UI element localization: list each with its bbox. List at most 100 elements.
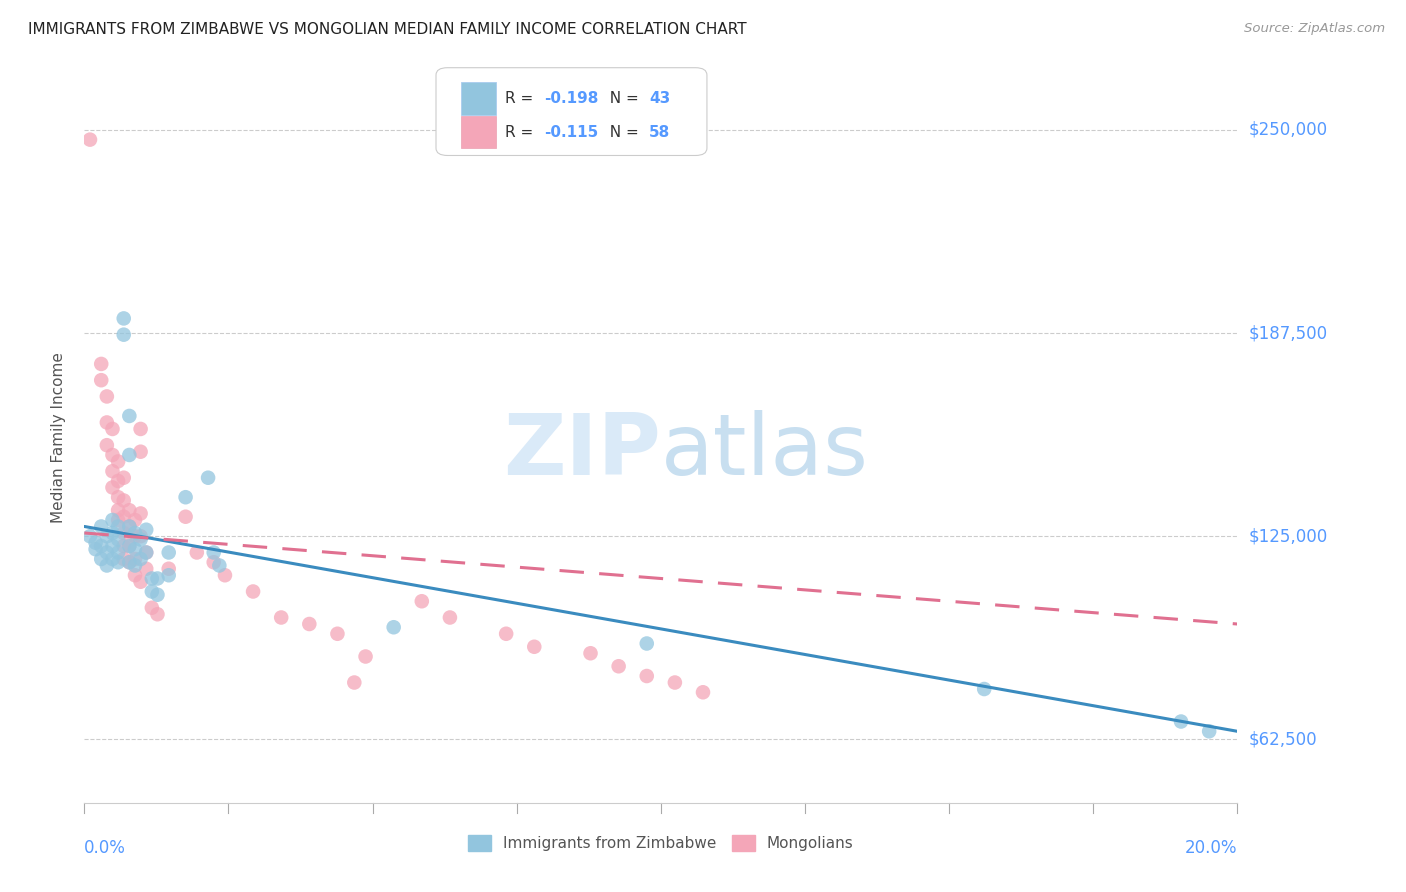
Point [607,659,630,673]
Point [107,519,129,533]
Point [90,519,112,533]
Point [973,681,995,696]
Point [107,545,129,559]
Point [664,675,686,690]
Point [107,513,129,527]
Point [174,490,197,504]
FancyBboxPatch shape [436,68,707,155]
Point [214,568,236,582]
Point [112,552,135,566]
Point [101,480,124,494]
Point [692,685,714,699]
FancyBboxPatch shape [461,116,496,148]
Text: ZIP: ZIP [503,410,661,493]
Point [101,552,124,566]
Point [79,529,101,543]
Point [146,607,169,622]
Point [124,513,146,527]
Point [202,555,225,569]
Point [579,646,602,660]
Point [84,535,107,549]
Point [124,542,146,557]
Y-axis label: Median Family Income: Median Family Income [51,351,66,523]
Point [129,552,152,566]
Point [90,552,112,566]
Point [124,558,146,573]
Point [495,626,517,640]
Point [523,640,546,654]
Text: 58: 58 [650,125,671,139]
Point [129,529,152,543]
Text: N =: N = [600,125,644,139]
Point [118,519,141,533]
Point [208,558,231,573]
Point [411,594,433,608]
Point [135,562,157,576]
Point [174,509,197,524]
Point [135,523,157,537]
Point [1170,714,1192,729]
Point [112,526,135,541]
Point [101,464,124,478]
Point [96,529,118,543]
Point [157,568,180,582]
Point [129,422,152,436]
Point [129,574,152,589]
Point [107,533,129,547]
Point [90,373,112,387]
Point [129,507,152,521]
Point [101,526,124,541]
Text: IMMIGRANTS FROM ZIMBABWE VS MONGOLIAN MEDIAN FAMILY INCOME CORRELATION CHART: IMMIGRANTS FROM ZIMBABWE VS MONGOLIAN ME… [28,22,747,37]
Point [107,490,129,504]
Text: 0.0%: 0.0% [84,839,127,857]
Point [135,545,157,559]
Point [146,572,169,586]
Text: $187,500: $187,500 [1249,324,1327,342]
Point [90,539,112,553]
Point [112,471,135,485]
Text: $62,500: $62,500 [1249,731,1317,748]
Point [101,422,124,436]
Point [636,636,658,650]
Point [202,545,225,559]
Point [101,539,124,553]
Point [1198,724,1220,739]
Point [118,539,141,553]
Point [112,327,135,342]
Point [124,526,146,541]
Text: N =: N = [600,91,644,106]
Text: -0.198: -0.198 [544,91,599,106]
Point [124,568,146,582]
Point [84,542,107,557]
Point [141,584,163,599]
Point [107,503,129,517]
Point [270,610,292,624]
Point [129,533,152,547]
Text: R =: R = [505,91,538,106]
Point [124,552,146,566]
Point [101,448,124,462]
Point [90,357,112,371]
Point [118,503,141,517]
Point [118,555,141,569]
Point [107,555,129,569]
Point [112,493,135,508]
Point [146,588,169,602]
Point [439,610,461,624]
Point [343,675,366,690]
Point [107,454,129,468]
Point [326,626,349,640]
Point [96,416,118,430]
Point [298,617,321,632]
Point [112,509,135,524]
Point [157,545,180,559]
Point [141,572,163,586]
Point [96,545,118,559]
Point [118,555,141,569]
Text: R =: R = [505,125,538,139]
Point [79,133,101,147]
Text: $125,000: $125,000 [1249,527,1327,545]
Point [118,448,141,462]
Legend: Immigrants from Zimbabwe, Mongolians: Immigrants from Zimbabwe, Mongolians [461,830,860,857]
Point [186,545,208,559]
